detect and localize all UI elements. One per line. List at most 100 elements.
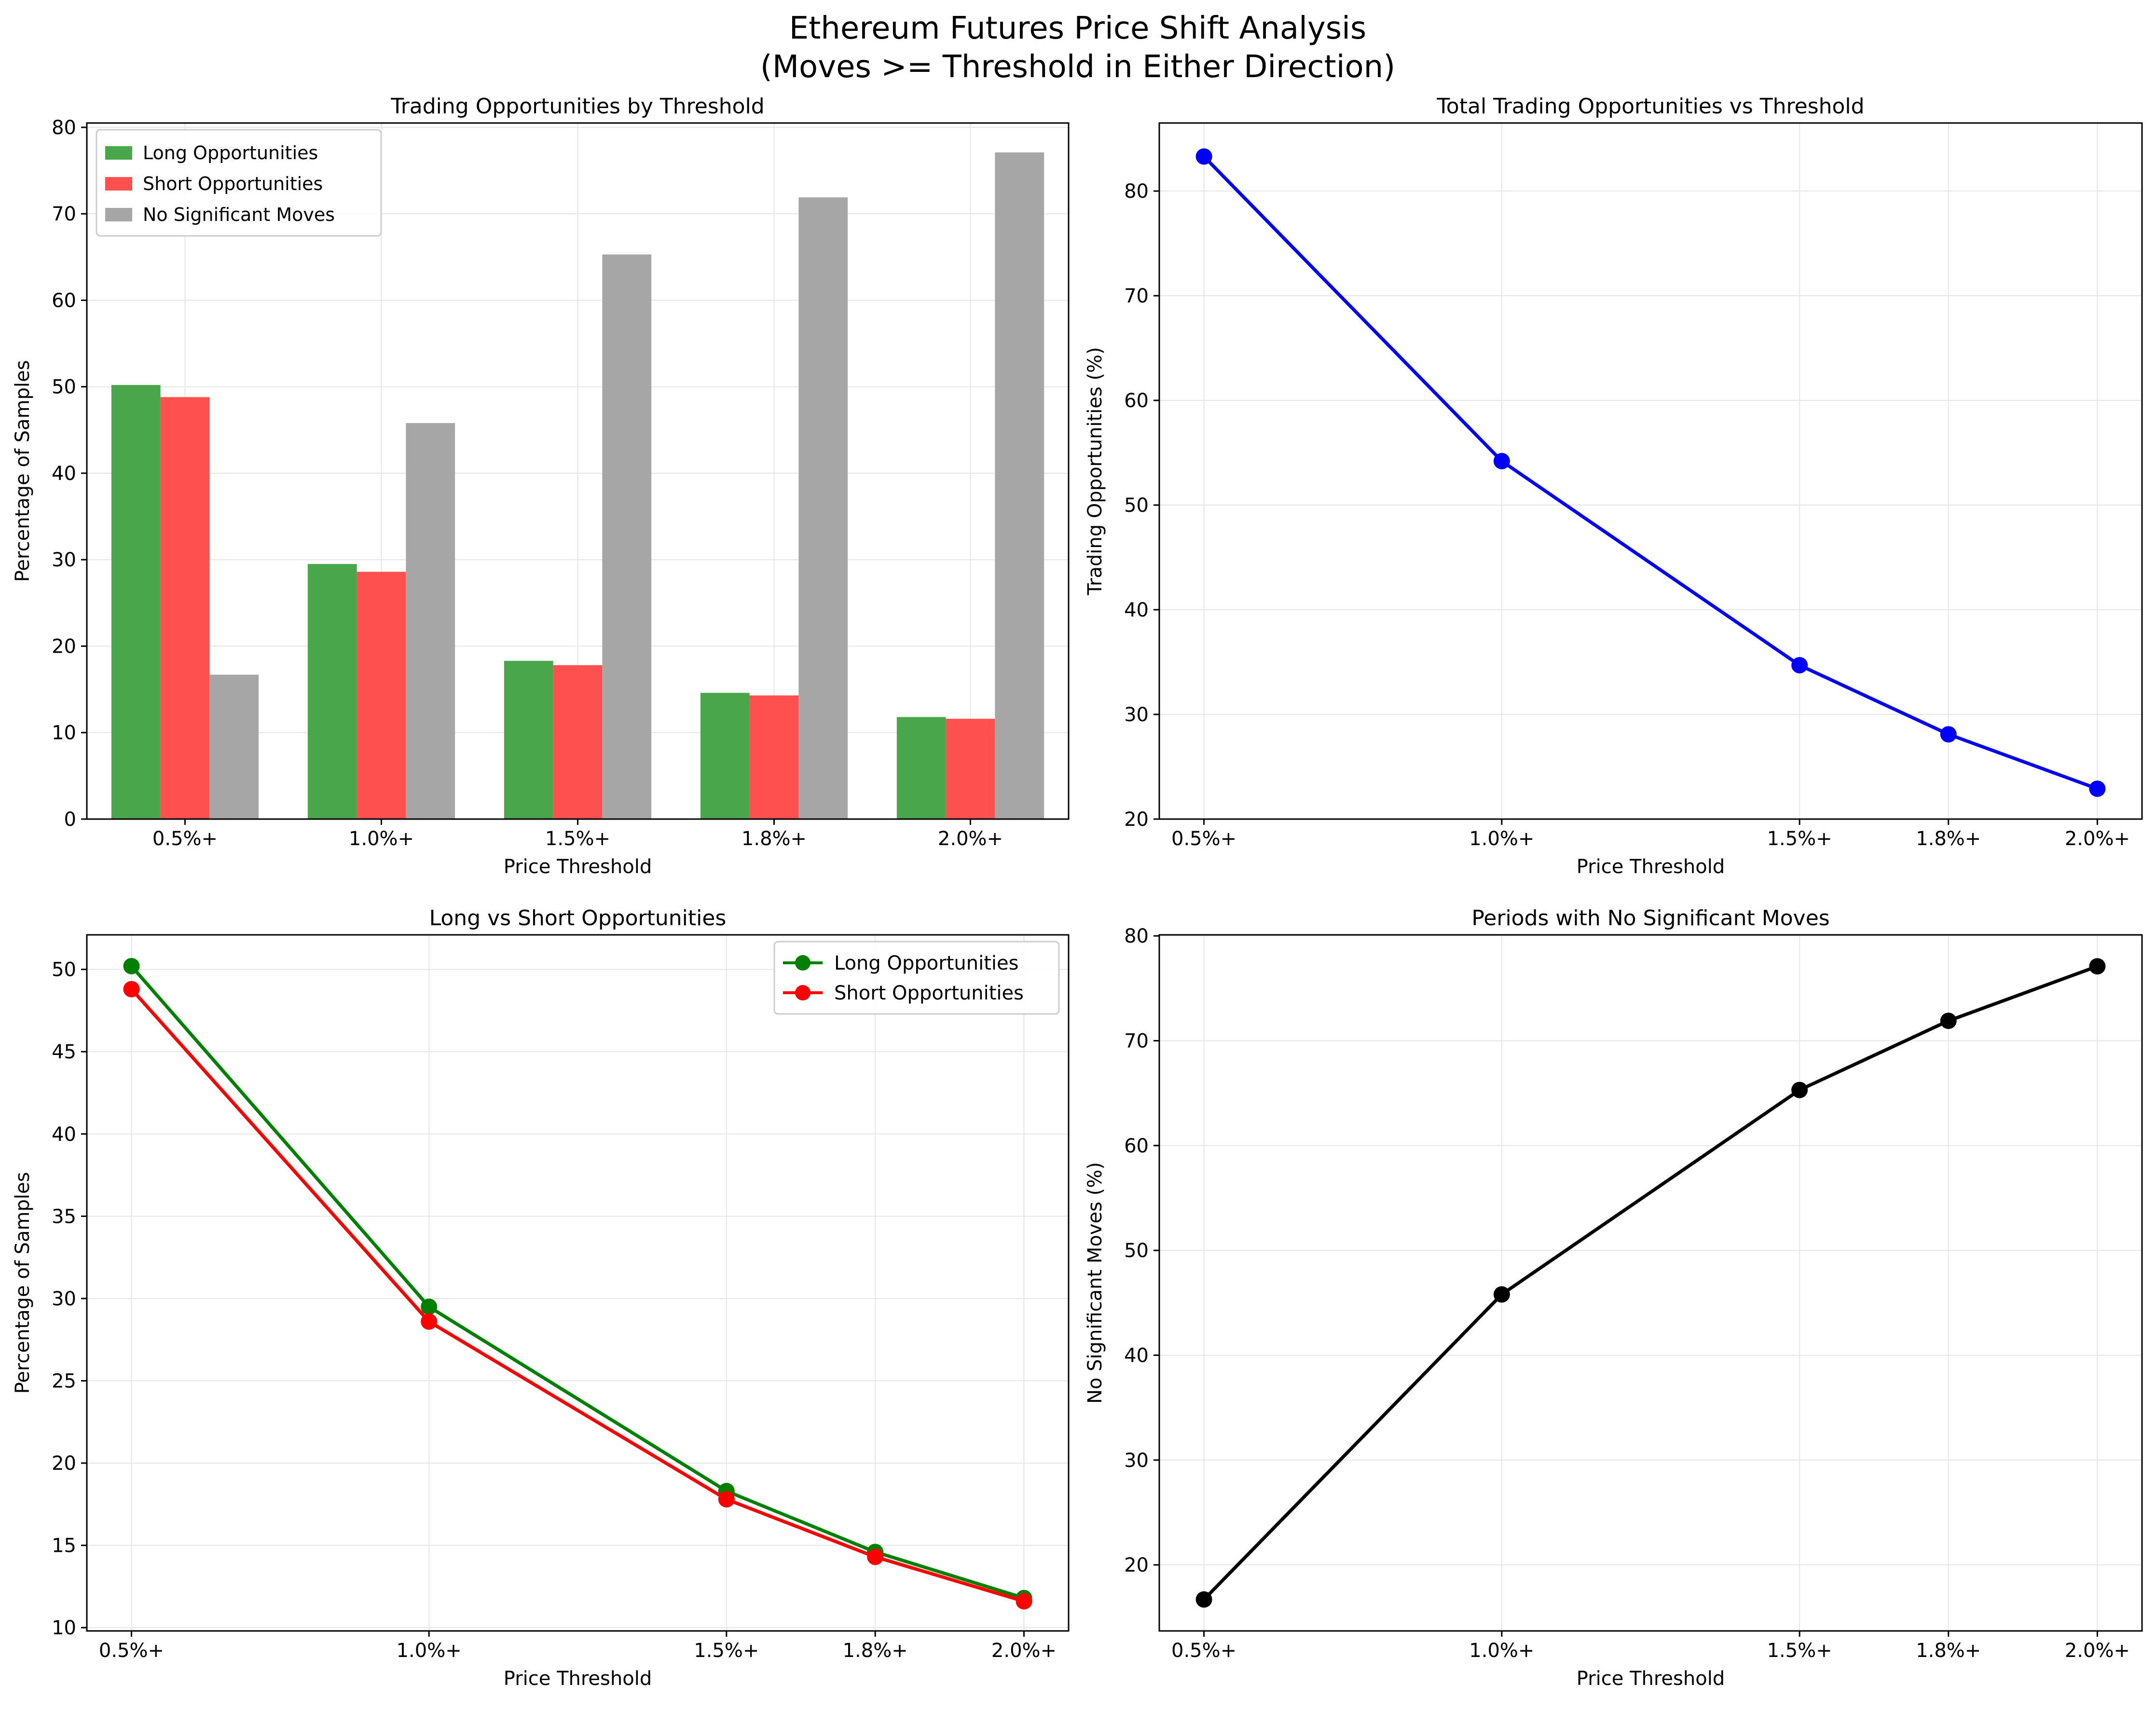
y-tick-label: 20 (52, 635, 76, 657)
point-series (1195, 148, 1212, 165)
point-series (2089, 780, 2106, 797)
figure-title-line-2: (Moves >= Threshold in Either Direction) (760, 49, 1395, 85)
point-series (1493, 1286, 1510, 1303)
legend-swatch-no-move (105, 208, 132, 221)
y-tick-label: 45 (52, 1041, 76, 1063)
legend-marker-long (795, 955, 810, 971)
x-tick-label: 1.8%+ (843, 1640, 908, 1662)
x-tick-label: 1.8%+ (1916, 828, 1981, 850)
x-tick-label: 1.8%+ (742, 828, 807, 850)
line-series (1195, 958, 2106, 1608)
bar-long-opportunities (700, 693, 750, 819)
y-tick-label: 20 (52, 1452, 76, 1475)
y-tick-label: 60 (52, 289, 76, 312)
y-tick-label: 50 (52, 376, 76, 398)
bar-short-opportunities (160, 397, 210, 819)
y-tick-label: 40 (52, 1123, 76, 1146)
x-tick-label: 2.0%+ (2065, 828, 2130, 850)
bar-long-opportunities (896, 717, 946, 819)
bar-no-significant-moves (602, 254, 652, 820)
y-tick-label: 10 (52, 1617, 76, 1639)
point-long-opportunities (123, 958, 140, 974)
panel-title: Total Trading Opportunities vs Threshold (1436, 94, 1864, 119)
y-tick-label: 40 (1124, 1344, 1149, 1367)
y-axis-label: Trading Opportunities (%) (1084, 347, 1106, 595)
point-series (1195, 1591, 1212, 1608)
y-tick-label: 20 (1124, 808, 1149, 831)
x-tick-label: 0.5%+ (152, 828, 218, 850)
y-tick-label: 80 (1124, 925, 1149, 947)
point-short-opportunities (1016, 1593, 1032, 1610)
panel-title: Long vs Short Opportunities (429, 906, 727, 931)
x-tick-label: 2.0%+ (2065, 1640, 2130, 1662)
x-tick-label: 2.0%+ (938, 828, 1003, 850)
gridlines (87, 935, 1069, 1631)
legend: Long Opportunities Short Opportunities (773, 941, 1060, 1015)
x-tick-label: 0.5%+ (1171, 1640, 1236, 1662)
legend-label-long: Long Opportunities (143, 142, 318, 164)
y-tick-label: 15 (52, 1535, 76, 1557)
y-tick-label: 30 (1124, 704, 1149, 726)
axes-frame (86, 934, 1070, 1632)
legend-label-short: Short Opportunities (834, 982, 1024, 1004)
bar-long-opportunities (504, 660, 553, 819)
legend-label-long: Long Opportunities (834, 952, 1018, 974)
bar-short-opportunities (749, 695, 799, 819)
x-tick-label: 1.8%+ (1916, 1640, 1981, 1662)
point-short-opportunities (867, 1548, 884, 1565)
bar-no-significant-moves (209, 674, 259, 819)
axis-ticks: 20 30 40 50 60 70 80 0.5%+ 1.0%+ 1.5%+ 1.8%+ 2.0%+ (1124, 180, 2130, 850)
y-tick-label: 60 (1124, 390, 1149, 412)
point-series (1493, 452, 1510, 469)
bar-long-opportunities (111, 385, 161, 819)
x-axis-label: Price Threshold (1577, 1668, 1725, 1690)
y-tick-label: 40 (1124, 599, 1149, 621)
x-axis-label: Price Threshold (504, 856, 652, 878)
bar-no-significant-moves (798, 197, 848, 820)
y-tick-label: 20 (1124, 1554, 1149, 1576)
y-tick-label: 10 (52, 722, 76, 744)
panel-title: Trading Opportunities by Threshold (390, 94, 764, 119)
legend-box (773, 941, 1060, 1015)
panel-title: Periods with No Significant Moves (1471, 906, 1829, 931)
x-axis-label: Price Threshold (1577, 856, 1725, 878)
x-tick-label: 1.0%+ (397, 1640, 462, 1662)
x-tick-label: 1.5%+ (1767, 1640, 1832, 1662)
bar-short-opportunities (553, 665, 603, 819)
legend-swatch-short (105, 177, 132, 191)
y-tick-label: 0 (64, 808, 76, 831)
y-tick-label: 60 (1124, 1135, 1149, 1157)
point-short-opportunities (123, 981, 140, 998)
y-tick-label: 80 (52, 117, 76, 139)
line-series (1195, 148, 2106, 797)
axis-ticks: 20 30 40 50 60 70 80 0.5%+ 1.0%+ 1.5%+ 1.8%+ 2.0%+ (1124, 925, 2130, 1662)
x-axis-label: Price Threshold (504, 1668, 652, 1690)
y-tick-label: 50 (1124, 1240, 1149, 1262)
point-long-opportunities (421, 1298, 438, 1315)
x-tick-label: 1.5%+ (545, 828, 610, 850)
y-tick-label: 50 (52, 959, 76, 981)
y-axis-label: Percentage of Samples (12, 360, 34, 582)
x-tick-label: 1.0%+ (349, 828, 414, 850)
axis-ticks: 10 15 20 25 30 35 40 45 50 0.5%+ 1.0%+ 1.5%+ 1.8%+ 2.… (52, 959, 1057, 1662)
point-short-opportunities (421, 1313, 438, 1330)
point-series (1940, 726, 1957, 743)
legend-marker-short (795, 985, 810, 1000)
point-series (1791, 657, 1808, 674)
bars (111, 152, 1044, 820)
x-tick-label: 1.5%+ (1767, 828, 1832, 850)
legend-box (96, 129, 382, 237)
legend: Long Opportunities Short Opportunities N… (96, 129, 382, 237)
y-axis-label: No Significant Moves (%) (1084, 1162, 1106, 1404)
x-tick-label: 0.5%+ (99, 1640, 164, 1662)
chart-panel-long-vs-short: 10 15 20 25 30 35 40 45 50 0.5%+ 1.0%+ 1.5%+ 1.8%+ 2.… (12, 906, 1070, 1690)
x-tick-label: 1.0%+ (1469, 828, 1534, 850)
y-tick-label: 70 (1124, 1030, 1149, 1052)
x-tick-label: 1.0%+ (1469, 1640, 1534, 1662)
y-axis-label: Percentage of Samples (12, 1172, 34, 1394)
x-tick-label: 2.0%+ (991, 1640, 1057, 1662)
bar-no-significant-moves (406, 423, 455, 819)
